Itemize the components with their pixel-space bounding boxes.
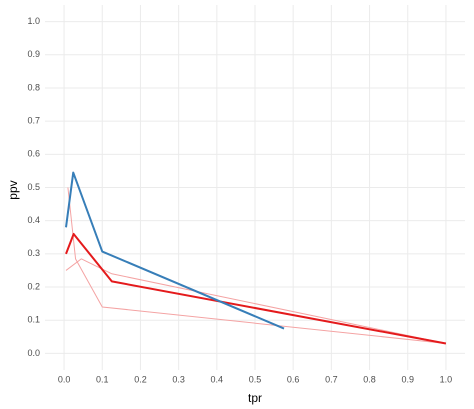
x-axis-title: tpr (248, 391, 262, 405)
y-tick-label: 0.2 (27, 281, 40, 291)
x-tick-label: 0.2 (134, 374, 147, 384)
y-tick-label: 1.0 (27, 16, 40, 26)
x-tick-label: 0.1 (96, 374, 109, 384)
x-tick-label: 1.0 (440, 374, 453, 384)
y-tick-label: 0.4 (27, 215, 40, 225)
y-tick-label: 0.1 (27, 315, 40, 325)
y-tick-label: 0.8 (27, 82, 40, 92)
x-tick-label: 0.8 (363, 374, 376, 384)
y-tick-label: 0.5 (27, 182, 40, 192)
x-tick-label: 0.0 (58, 374, 71, 384)
y-tick-label: 0.7 (27, 116, 40, 126)
series-line (65, 171, 285, 330)
y-tick-label: 0.0 (27, 348, 40, 358)
y-tick-label: 0.9 (27, 49, 40, 59)
series-line (65, 232, 447, 345)
series-line (65, 258, 447, 344)
y-tick-label: 0.6 (27, 149, 40, 159)
x-tick-label: 0.9 (401, 374, 414, 384)
y-axis-title: ppv (6, 180, 20, 199)
x-tick-label: 0.6 (287, 374, 300, 384)
x-tick-label: 0.4 (211, 374, 224, 384)
x-tick-label: 0.5 (249, 374, 262, 384)
y-tick-label: 0.3 (27, 248, 40, 258)
x-tick-label: 0.7 (325, 374, 338, 384)
x-tick-label: 0.3 (172, 374, 185, 384)
